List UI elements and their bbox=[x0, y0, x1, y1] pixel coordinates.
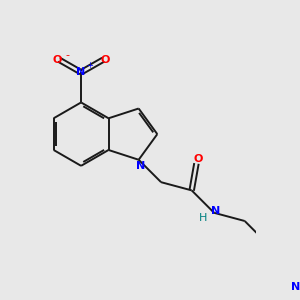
Text: O: O bbox=[194, 154, 203, 164]
Text: O: O bbox=[52, 55, 62, 65]
Text: O: O bbox=[100, 55, 110, 65]
Text: N: N bbox=[76, 67, 86, 77]
Text: +: + bbox=[86, 61, 93, 70]
Text: N: N bbox=[211, 206, 220, 216]
Text: N: N bbox=[291, 282, 300, 292]
Text: H: H bbox=[199, 213, 207, 224]
Text: -: - bbox=[65, 50, 69, 60]
Text: N: N bbox=[136, 161, 145, 172]
